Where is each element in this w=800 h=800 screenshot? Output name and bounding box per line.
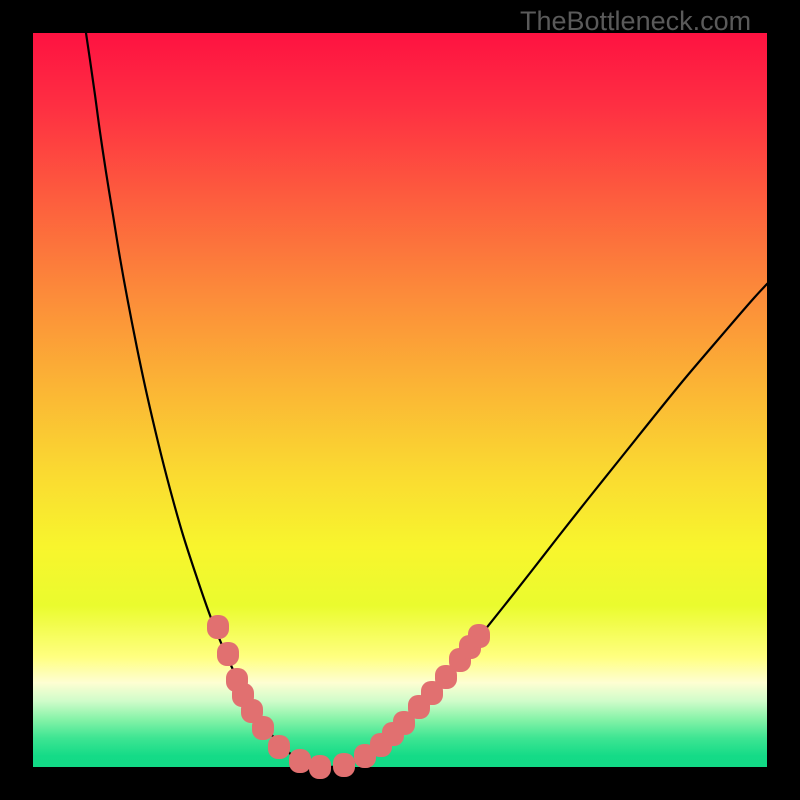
curve-marker [309,755,331,779]
watermark-text: TheBottleneck.com [520,6,751,37]
curve-marker [468,624,490,648]
plot-background [33,33,767,767]
curve-marker [333,753,355,777]
curve-marker [268,735,290,759]
chart-svg [0,0,800,800]
curve-marker [217,642,239,666]
curve-marker [252,716,274,740]
curve-marker [289,749,311,773]
chart-frame [0,0,800,800]
curve-marker [207,615,229,639]
